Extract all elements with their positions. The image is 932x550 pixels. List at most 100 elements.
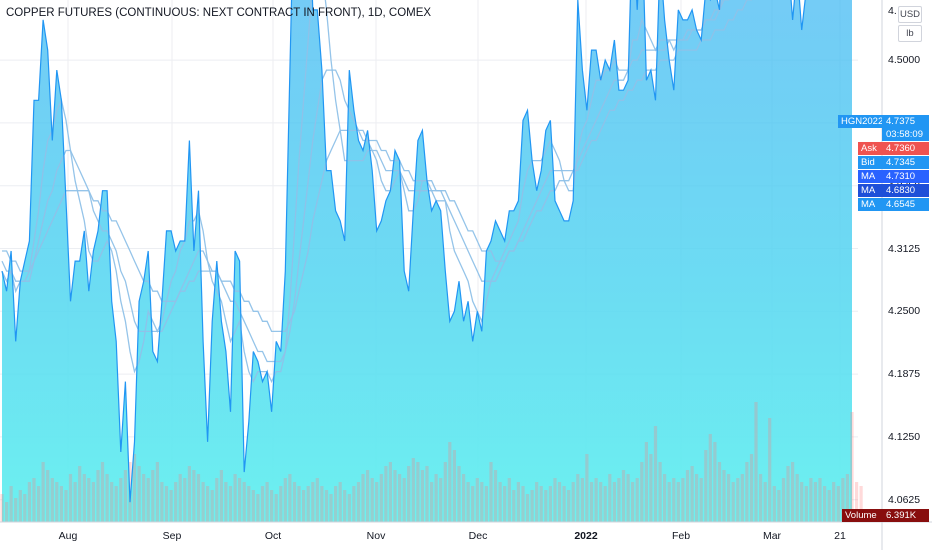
volume-bar bbox=[388, 462, 392, 522]
volume-bar bbox=[663, 474, 667, 522]
volume-bar bbox=[416, 462, 420, 522]
volume-bar bbox=[420, 470, 424, 522]
volume-bar bbox=[302, 490, 306, 522]
volume-bar bbox=[727, 474, 731, 522]
volume-bar bbox=[562, 486, 566, 522]
volume-bar bbox=[791, 462, 795, 522]
volume-bar bbox=[5, 502, 9, 522]
ma3-price-tag-label: MA bbox=[858, 198, 882, 211]
volume-bar bbox=[594, 478, 598, 522]
volume-bar bbox=[457, 466, 461, 522]
volume-bar bbox=[452, 450, 456, 522]
volume-bar bbox=[183, 478, 187, 522]
volume-bar bbox=[0, 494, 4, 522]
volume-bar bbox=[224, 482, 228, 522]
volume-bar bbox=[621, 470, 626, 522]
volume-bar bbox=[146, 478, 150, 522]
volume-bar bbox=[379, 474, 383, 522]
volume-bar bbox=[809, 478, 813, 522]
volume-bar bbox=[219, 470, 223, 522]
volume-bar bbox=[265, 482, 269, 522]
volume-bar bbox=[571, 482, 575, 522]
volume-bar bbox=[763, 482, 767, 522]
volume-bar bbox=[498, 482, 502, 522]
price-tick-label: 4.1875 bbox=[888, 368, 921, 381]
volume-bar bbox=[535, 482, 539, 522]
volume-bar bbox=[59, 486, 63, 522]
volume-bar bbox=[823, 486, 827, 522]
volume-bar bbox=[503, 486, 507, 522]
volume-bar bbox=[841, 478, 845, 522]
volume-bar bbox=[434, 474, 438, 522]
volume-bar bbox=[23, 494, 27, 522]
volume-bar bbox=[713, 442, 717, 522]
volume-bar bbox=[768, 418, 772, 522]
volume-bar bbox=[64, 490, 68, 522]
volume-bar bbox=[599, 482, 603, 522]
volume-bar bbox=[667, 482, 671, 522]
time-tick-label: Mar bbox=[762, 530, 782, 542]
volume-bar bbox=[580, 478, 584, 522]
price-tick-label: 4.5000 bbox=[888, 54, 921, 67]
ma-line-2 bbox=[1, 0, 730, 363]
symbol-price-tag-label: HGN2022 bbox=[838, 115, 883, 128]
volume-bar bbox=[375, 482, 379, 522]
volume-bar bbox=[288, 474, 292, 522]
volume-bar bbox=[215, 478, 219, 522]
price-tick-label: 4.3125 bbox=[888, 242, 921, 255]
volume-bar bbox=[859, 486, 863, 522]
volume-bar bbox=[717, 462, 722, 522]
time-tick-label: Feb bbox=[671, 530, 691, 542]
volume-bar bbox=[343, 490, 347, 522]
volume-bar bbox=[123, 470, 127, 522]
volume-bar bbox=[443, 462, 447, 522]
volume-bar bbox=[608, 474, 612, 522]
volume-bar bbox=[800, 482, 804, 522]
volume-bar bbox=[114, 486, 118, 522]
volume-bar bbox=[777, 490, 781, 522]
ask-price-tag-value: 4.7360 bbox=[882, 142, 929, 155]
currency-button[interactable]: USD bbox=[898, 6, 922, 23]
time-tick-label: Sep bbox=[162, 530, 182, 542]
volume-bar bbox=[649, 454, 653, 522]
volume-tag-value: 6.391K bbox=[882, 509, 929, 522]
volume-bar bbox=[96, 470, 100, 522]
ma2-price-tag-value: 4.6830 bbox=[882, 184, 929, 197]
volume-bar bbox=[845, 474, 849, 522]
volume-bar bbox=[320, 486, 324, 522]
volume-bar bbox=[68, 474, 73, 522]
ma1-price-tag-label: MA bbox=[858, 170, 882, 183]
volume-bar bbox=[119, 478, 123, 522]
volume-bar bbox=[315, 478, 319, 522]
volume-bar bbox=[430, 482, 434, 522]
bid-price-tag-label: Bid bbox=[858, 156, 882, 169]
time-tick-label: Dec bbox=[468, 530, 488, 542]
volume-bar bbox=[55, 482, 59, 522]
symbol-price-tag-value: 4.7375 bbox=[882, 115, 929, 128]
ma3-price-tag-value: 4.6545 bbox=[882, 198, 929, 211]
volume-bar bbox=[238, 478, 242, 522]
volume-bar bbox=[292, 482, 297, 522]
chart-title: COPPER FUTURES (CONTINUOUS: NEXT CONTRAC… bbox=[6, 7, 432, 19]
volume-bar bbox=[306, 486, 310, 522]
volume-bar bbox=[640, 462, 644, 522]
volume-bar bbox=[425, 466, 429, 522]
volume-bar bbox=[160, 482, 164, 522]
volume-bar bbox=[658, 462, 662, 522]
volume-bar bbox=[475, 478, 479, 522]
volume-bar bbox=[174, 482, 178, 522]
volume-bar bbox=[759, 474, 763, 522]
volume-bar bbox=[612, 482, 616, 522]
unit-button[interactable]: lb bbox=[898, 25, 922, 42]
volume-bar bbox=[471, 486, 475, 522]
volume-bar bbox=[507, 478, 511, 522]
volume-bar bbox=[9, 486, 13, 522]
volume-bar bbox=[484, 486, 488, 522]
volume-bar bbox=[603, 486, 607, 522]
volume-tag-label: Volume bbox=[842, 509, 882, 522]
volume-bar bbox=[804, 486, 808, 522]
volume-bar bbox=[836, 486, 840, 522]
volume-bar bbox=[567, 490, 571, 522]
volume-bar bbox=[142, 474, 146, 522]
